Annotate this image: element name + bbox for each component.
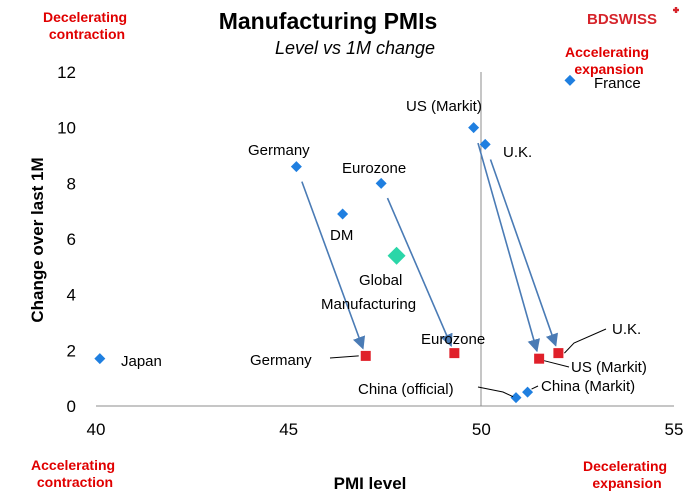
quadrant-bottom-right-line1: Decelerating xyxy=(583,458,667,474)
y-tick-label-3: 6 xyxy=(67,230,76,249)
brand-logo-text: BDSWISS xyxy=(587,11,657,28)
point-previous-u-k xyxy=(479,138,491,150)
point-current-us-markit xyxy=(534,353,545,364)
y-tick-label-0: 0 xyxy=(67,397,76,416)
point-previous-france xyxy=(564,74,576,86)
global-label-line2: Manufacturing xyxy=(321,296,416,313)
point-previous-japan xyxy=(94,353,106,365)
leader-china-official xyxy=(477,386,514,398)
point-previous-germany xyxy=(290,161,302,173)
y-tick-label-6: 12 xyxy=(57,63,76,82)
x-axis-title: PMI level xyxy=(334,474,407,493)
point-current-u-k xyxy=(553,348,564,359)
point-label-japan: Japan xyxy=(121,353,162,370)
point-label-us-markit-prev: US (Markit) xyxy=(406,98,482,115)
quadrant-top-right-line2: expansion xyxy=(574,61,643,77)
point-current-eurozone xyxy=(449,348,460,359)
change-arrow-0 xyxy=(301,181,366,350)
y-tick-labels: 0 2 4 6 8 10 12 xyxy=(57,63,76,416)
point-label-germany-prev: Germany xyxy=(248,142,310,159)
point-label-germany-curr: Germany xyxy=(250,352,312,369)
y-axis-title: Change over last 1M xyxy=(28,157,47,322)
point-previous-china-markit xyxy=(522,386,534,398)
change-arrow-1 xyxy=(386,197,453,347)
point-previous-eurozone xyxy=(375,177,387,189)
x-tick-labels: 40 45 50 55 xyxy=(87,420,684,439)
point-label-uk-curr: U.K. xyxy=(612,321,641,338)
change-arrow-3 xyxy=(489,159,558,347)
x-tick-label-0: 40 xyxy=(87,420,106,439)
quadrant-bottom-right-line2: expansion xyxy=(592,475,661,491)
change-arrows xyxy=(301,142,558,353)
quadrant-top-left-line2: contraction xyxy=(49,26,125,42)
y-tick-label-4: 8 xyxy=(67,174,76,193)
chart-title: Manufacturing PMIs xyxy=(219,8,438,34)
quadrant-label-top-right: Accelerating expansion xyxy=(565,44,653,77)
quadrant-top-right-line1: Accelerating xyxy=(565,44,649,60)
leader-lines xyxy=(329,328,607,398)
leader-us-markit-curr xyxy=(544,360,570,368)
y-tick-label-1: 2 xyxy=(67,341,76,360)
leader-germany-curr xyxy=(329,355,359,359)
quadrant-label-bottom-right: Decelerating expansion xyxy=(583,458,671,491)
point-label-uk-prev: U.K. xyxy=(503,144,532,161)
point-label-france-prev: France xyxy=(594,75,641,92)
y-tick-label-2: 4 xyxy=(67,286,76,305)
point-label-us-markit-curr: US (Markit) xyxy=(571,359,647,376)
quadrant-top-left-line1: Decelerating xyxy=(43,9,127,25)
point-label-dm: DM xyxy=(330,227,353,244)
change-arrow-2 xyxy=(477,142,540,353)
point-label-global-manufacturing: Global Manufacturing xyxy=(321,272,416,313)
y-tick-label-5: 10 xyxy=(57,119,76,138)
chart-subtitle: Level vs 1M change xyxy=(275,38,435,58)
quadrant-label-bottom-left: Accelerating contraction xyxy=(31,457,119,490)
quadrant-bottom-left-line1: Accelerating xyxy=(31,457,115,473)
global-label-line1: Global xyxy=(359,272,402,289)
point-global-global-manufacturing xyxy=(387,246,406,265)
x-tick-label-3: 55 xyxy=(665,420,684,439)
x-tick-label-2: 50 xyxy=(472,420,491,439)
point-label-eurozone-prev: Eurozone xyxy=(342,160,406,177)
point-label-china-official: China (official) xyxy=(358,381,454,398)
brand-logo: BDSWISS xyxy=(587,7,679,28)
leader-uk-curr xyxy=(564,328,607,354)
quadrant-bottom-left-line2: contraction xyxy=(37,474,113,490)
point-current-germany xyxy=(360,350,371,361)
data-points xyxy=(94,74,576,404)
point-label-china-markit: China (Markit) xyxy=(541,378,635,395)
leader-china-markit xyxy=(531,385,539,390)
point-label-eurozone-curr: Eurozone xyxy=(421,331,485,348)
quadrant-label-top-left: Decelerating contraction xyxy=(43,9,131,42)
point-previous-dm xyxy=(337,208,349,220)
x-tick-label-1: 45 xyxy=(279,420,298,439)
point-previous-china-official xyxy=(510,392,522,404)
point-previous-us-markit xyxy=(468,122,480,134)
